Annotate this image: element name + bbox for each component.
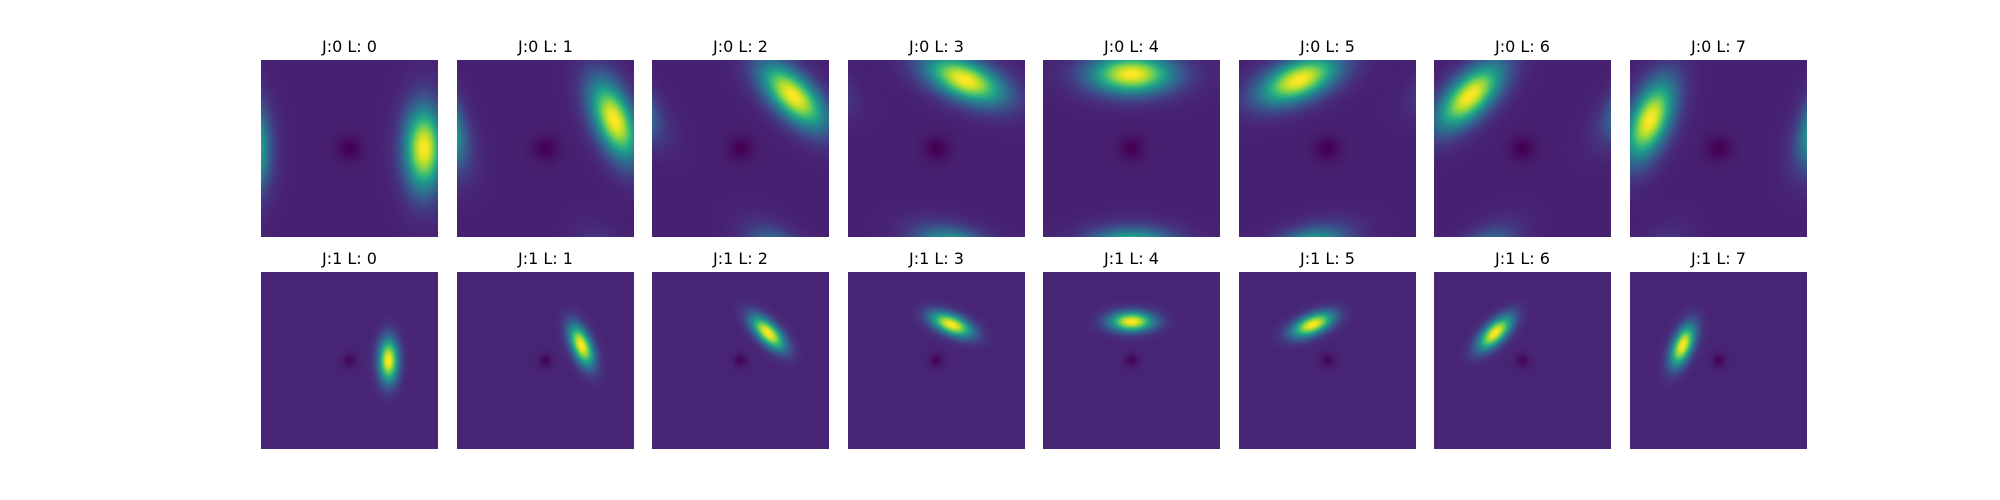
filter-heatmap — [848, 60, 1025, 237]
panel-title: J:1 L: 5 — [1299, 249, 1355, 268]
filter-panel: J:0 L: 7 — [1630, 37, 1807, 237]
filter-row-j1: J:1 L: 0 J:1 L: 1 J:1 L: 2 J:1 L: 3 J:1 L: 4… — [261, 249, 1807, 449]
filter-heatmap — [1239, 60, 1416, 237]
panel-title: J:0 L: 1 — [517, 37, 573, 56]
filter-heatmap — [1043, 60, 1220, 237]
panel-title: J:0 L: 6 — [1494, 37, 1550, 56]
panel-title: J:1 L: 3 — [908, 249, 964, 268]
filter-panel: J:1 L: 0 — [261, 249, 438, 449]
filter-heatmap — [457, 60, 634, 237]
panel-title: J:0 L: 2 — [712, 37, 768, 56]
filter-panel: J:0 L: 6 — [1434, 37, 1611, 237]
filter-panel: J:0 L: 2 — [652, 37, 829, 237]
panel-title: J:1 L: 6 — [1494, 249, 1550, 268]
filter-panel: J:1 L: 4 — [1043, 249, 1220, 449]
filter-panel: J:0 L: 0 — [261, 37, 438, 237]
filter-panel: J:1 L: 3 — [848, 249, 1025, 449]
panel-title: J:1 L: 4 — [1103, 249, 1159, 268]
filter-panel: J:1 L: 7 — [1630, 249, 1807, 449]
panel-title: J:1 L: 7 — [1690, 249, 1746, 268]
filter-heatmap — [652, 60, 829, 237]
panel-title: J:1 L: 0 — [321, 249, 377, 268]
filter-heatmap — [1434, 272, 1611, 449]
filter-panel: J:0 L: 1 — [457, 37, 634, 237]
filter-row-j0: J:0 L: 0 J:0 L: 1 J:0 L: 2 J:0 L: 3 J:0 L: 4… — [261, 37, 1807, 237]
filter-panel: J:1 L: 1 — [457, 249, 634, 449]
filter-panel: J:1 L: 2 — [652, 249, 829, 449]
filter-panel: J:0 L: 4 — [1043, 37, 1220, 237]
panel-title: J:0 L: 3 — [908, 37, 964, 56]
filter-heatmap — [1434, 60, 1611, 237]
filter-panel: J:0 L: 5 — [1239, 37, 1416, 237]
filter-heatmap — [652, 272, 829, 449]
filter-heatmap — [457, 272, 634, 449]
filter-heatmap — [1630, 60, 1807, 237]
filter-panel: J:1 L: 5 — [1239, 249, 1416, 449]
panel-title: J:1 L: 1 — [517, 249, 573, 268]
filter-panel: J:0 L: 3 — [848, 37, 1025, 237]
panel-title: J:1 L: 2 — [712, 249, 768, 268]
panel-title: J:0 L: 4 — [1103, 37, 1159, 56]
panel-title: J:0 L: 0 — [321, 37, 377, 56]
filter-heatmap — [1043, 272, 1220, 449]
filter-heatmap — [1239, 272, 1416, 449]
filter-heatmap — [1630, 272, 1807, 449]
panel-title: J:0 L: 5 — [1299, 37, 1355, 56]
filter-heatmap — [261, 272, 438, 449]
filter-heatmap — [261, 60, 438, 237]
filter-panel: J:1 L: 6 — [1434, 249, 1611, 449]
panel-title: J:0 L: 7 — [1690, 37, 1746, 56]
filter-heatmap — [848, 272, 1025, 449]
